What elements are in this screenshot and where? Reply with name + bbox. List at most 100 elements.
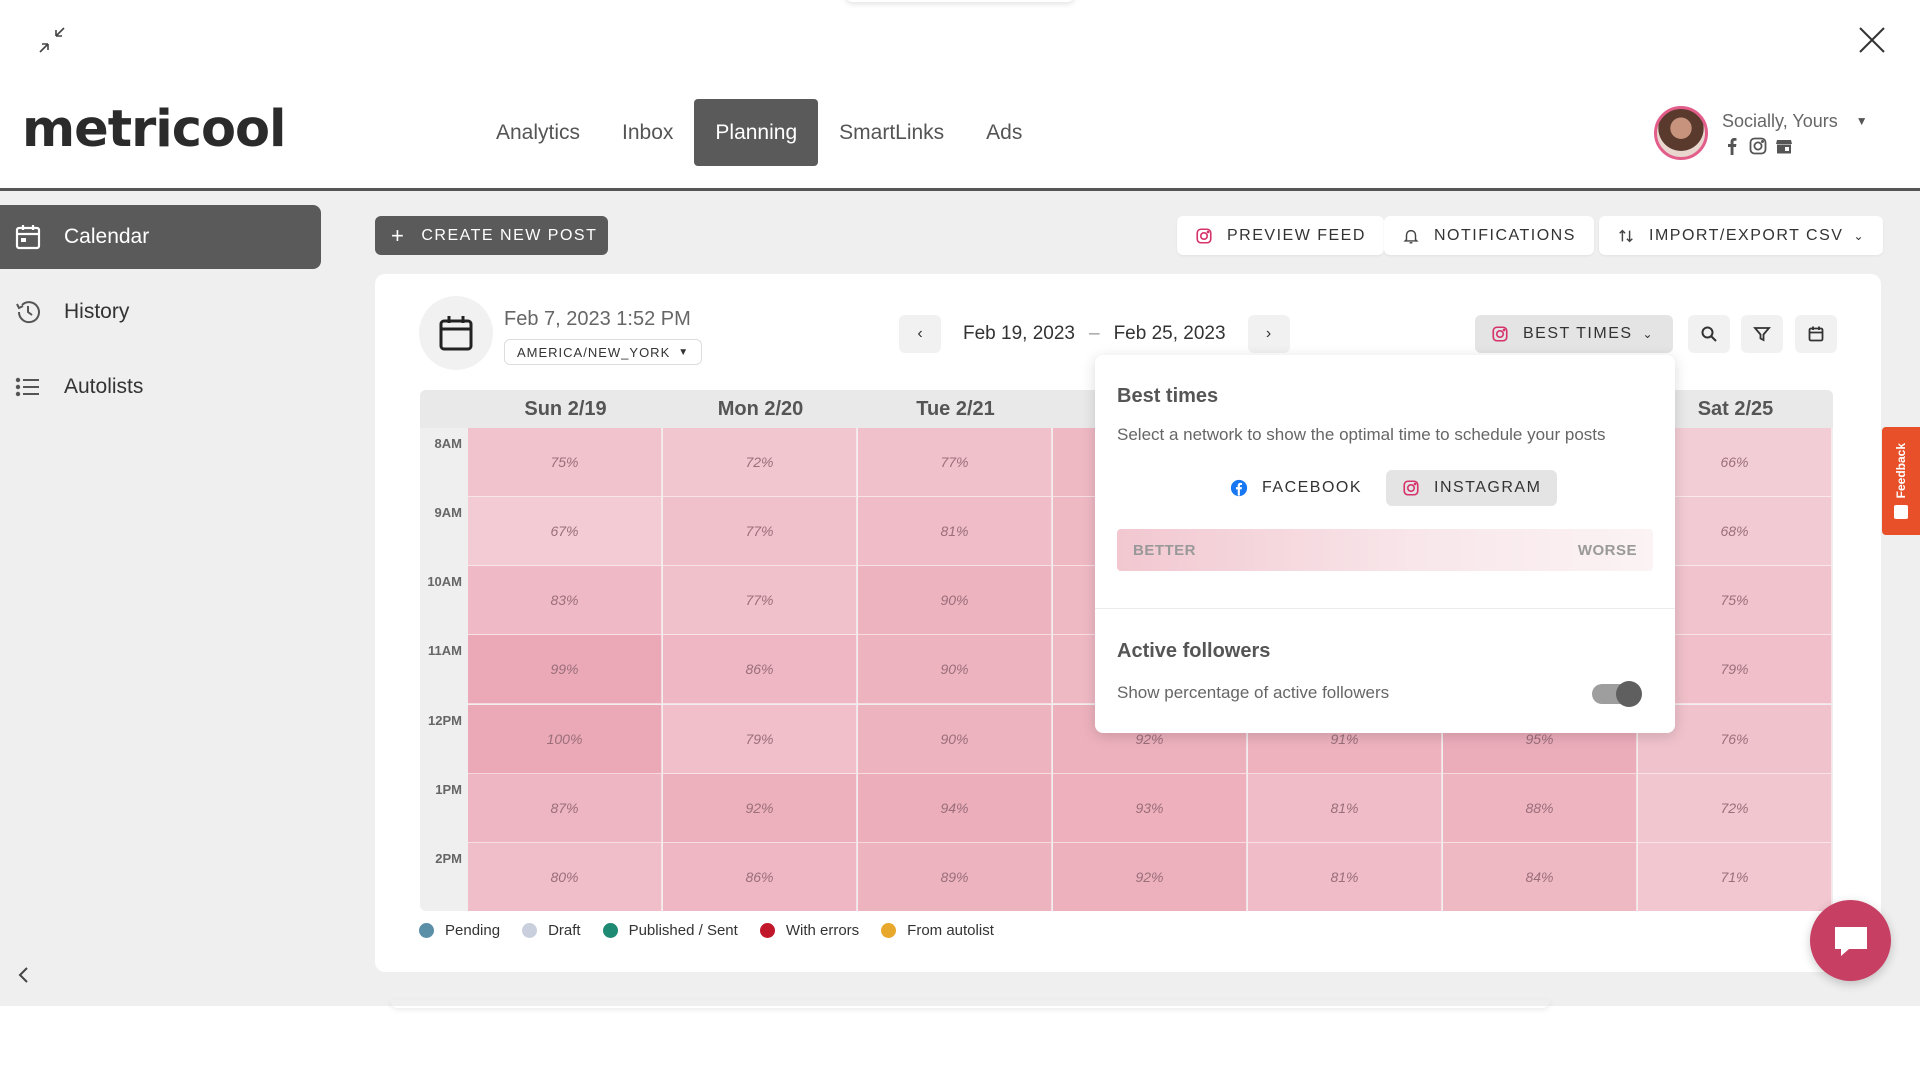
sidebar-item-history[interactable]: History — [0, 280, 321, 344]
hour-label: 12PM — [428, 713, 462, 728]
legend-label: With errors — [785, 922, 860, 939]
legend-dot — [881, 923, 897, 938]
legend-dot — [602, 923, 618, 938]
legend-dot — [759, 923, 775, 938]
instagram-icon — [1196, 227, 1212, 244]
time-slot-cell[interactable]: 81% — [1248, 774, 1442, 843]
preview-feed-button[interactable]: PREVIEW FEED — [1177, 216, 1384, 255]
timezone-select[interactable]: AMERICA/NEW_YORK ▼ — [504, 339, 703, 365]
hour-label: 9AM — [434, 505, 462, 520]
metricool-logo[interactable]: metricool — [22, 100, 287, 159]
list-icon — [15, 377, 39, 397]
chevron-left-icon[interactable] — [14, 963, 34, 987]
active-followers-toggle[interactable] — [1592, 681, 1642, 707]
google-business-icon — [1776, 139, 1792, 153]
nav-ads[interactable]: Ads — [986, 120, 1023, 144]
time-slot-cell[interactable]: 72% — [663, 428, 857, 497]
time-slot-cell[interactable]: 86% — [663, 843, 857, 911]
nav-planning[interactable]: Planning — [694, 99, 819, 166]
time-slot-cell[interactable]: 67% — [468, 497, 662, 566]
legend-label: Pending — [445, 922, 501, 939]
popover-divider — [1095, 608, 1675, 609]
active-followers-title: Active followers — [1117, 640, 1271, 662]
next-week-button[interactable]: › — [1247, 315, 1290, 353]
nav-analytics[interactable]: Analytics — [496, 120, 581, 144]
search-button[interactable] — [1688, 315, 1730, 353]
time-slot-cell[interactable]: 94% — [858, 774, 1052, 843]
main-nav: Analytics Inbox Planning SmartLinks Ads — [475, 99, 1043, 166]
create-new-post-button[interactable]: + CREATE NEW POST — [375, 216, 608, 255]
active-followers-subtitle: Show percentage of active followers — [1117, 683, 1390, 702]
best-times-label: BEST TIMES — [1523, 325, 1633, 342]
calendar-icon — [1808, 326, 1824, 342]
time-slot-cell[interactable]: 81% — [1248, 843, 1442, 911]
sidebar-item-calendar[interactable]: Calendar — [0, 205, 321, 269]
time-slot-cell[interactable]: 92% — [663, 774, 857, 843]
chevron-down-icon: ⌄ — [1642, 327, 1655, 341]
time-slot-cell[interactable]: 99% — [468, 635, 662, 704]
time-slot-cell[interactable]: 100% — [468, 705, 662, 774]
time-slot-cell[interactable]: 90% — [858, 635, 1052, 704]
time-slot-cell[interactable]: 90% — [858, 566, 1052, 635]
close-x-icon[interactable] — [1854, 22, 1890, 58]
time-slot-cell[interactable]: 79% — [663, 705, 857, 774]
instagram-network-button[interactable]: INSTAGRAM — [1386, 470, 1558, 506]
time-slot-cell[interactable]: 71% — [1638, 843, 1832, 911]
sidebar-item-autolists[interactable]: Autolists — [0, 355, 321, 419]
nav-smartlinks[interactable]: SmartLinks — [839, 120, 945, 144]
legend-label: Published / Sent — [628, 922, 738, 939]
hour-label: 8AM — [434, 436, 462, 451]
time-slot-cell[interactable]: 86% — [663, 635, 857, 704]
time-slot-cell[interactable]: 75% — [468, 428, 662, 497]
search-icon — [1701, 326, 1717, 342]
hour-label: 10AM — [427, 574, 462, 589]
calendar-view-button[interactable] — [1795, 315, 1837, 353]
legend-item-autolist: From autolist — [881, 922, 994, 939]
nav-inbox[interactable]: Inbox — [622, 120, 674, 144]
instagram-icon — [1749, 137, 1767, 154]
time-slot-cell[interactable]: 81% — [858, 497, 1052, 566]
legend-item-draft: Draft — [522, 922, 581, 939]
time-slot-cell[interactable]: 93% — [1053, 774, 1247, 843]
time-slot-cell[interactable]: 90% — [858, 705, 1052, 774]
best-worse-scale: BETTER WORSE — [1117, 529, 1653, 571]
import-export-csv-button[interactable]: IMPORT/EXPORT CSV ⌄ — [1599, 216, 1883, 255]
sort-arrows-icon — [1619, 229, 1633, 242]
time-slot-cell[interactable]: 72% — [1638, 774, 1832, 843]
chat-support-button[interactable] — [1810, 900, 1891, 981]
range-separator: – — [1088, 323, 1100, 344]
time-slot-cell[interactable]: 77% — [858, 428, 1052, 497]
bell-icon — [1403, 229, 1419, 243]
history-icon — [16, 301, 40, 324]
time-slot-cell[interactable]: 77% — [663, 566, 857, 635]
time-slot-cell[interactable]: 77% — [663, 497, 857, 566]
time-slot-cell[interactable]: 83% — [468, 566, 662, 635]
prev-week-button[interactable]: ‹ — [899, 315, 941, 353]
chevron-down-icon: ⌄ — [1853, 228, 1865, 243]
day-header: Sat 2/25 — [1697, 397, 1774, 420]
time-slot-cell[interactable]: 84% — [1443, 843, 1637, 911]
account-switcher[interactable]: Socially, Yours ▼ — [1654, 106, 1868, 160]
best-times-button[interactable]: BEST TIMES ⌄ — [1475, 315, 1673, 353]
time-slot-cell[interactable]: 80% — [468, 843, 662, 911]
plus-icon: + — [391, 222, 406, 248]
caret-down-icon[interactable]: ▼ — [1855, 114, 1868, 128]
time-slot-cell[interactable]: 87% — [468, 774, 662, 843]
filter-button[interactable] — [1741, 315, 1783, 353]
time-slot-cell[interactable]: 89% — [858, 843, 1052, 911]
hour-label: 11AM — [428, 643, 462, 658]
notifications-button[interactable]: NOTIFICATIONS — [1384, 216, 1594, 255]
facebook-icon — [1728, 137, 1737, 155]
day-header: Tue 2/21 — [916, 397, 995, 420]
date-range[interactable]: Feb 19, 2023 – Feb 25, 2023 — [941, 323, 1248, 345]
instagram-label: INSTAGRAM — [1434, 479, 1542, 496]
feedback-tab[interactable]: Feedback — [1882, 427, 1920, 535]
facebook-icon — [1230, 479, 1248, 497]
time-slot-cell[interactable]: 88% — [1443, 774, 1637, 843]
collapse-arrows-icon[interactable] — [36, 24, 68, 56]
time-slot-cell[interactable]: 92% — [1053, 843, 1247, 911]
facebook-network-button[interactable]: FACEBOOK — [1214, 470, 1379, 506]
facebook-label: FACEBOOK — [1262, 479, 1363, 496]
avatar — [1654, 106, 1708, 160]
